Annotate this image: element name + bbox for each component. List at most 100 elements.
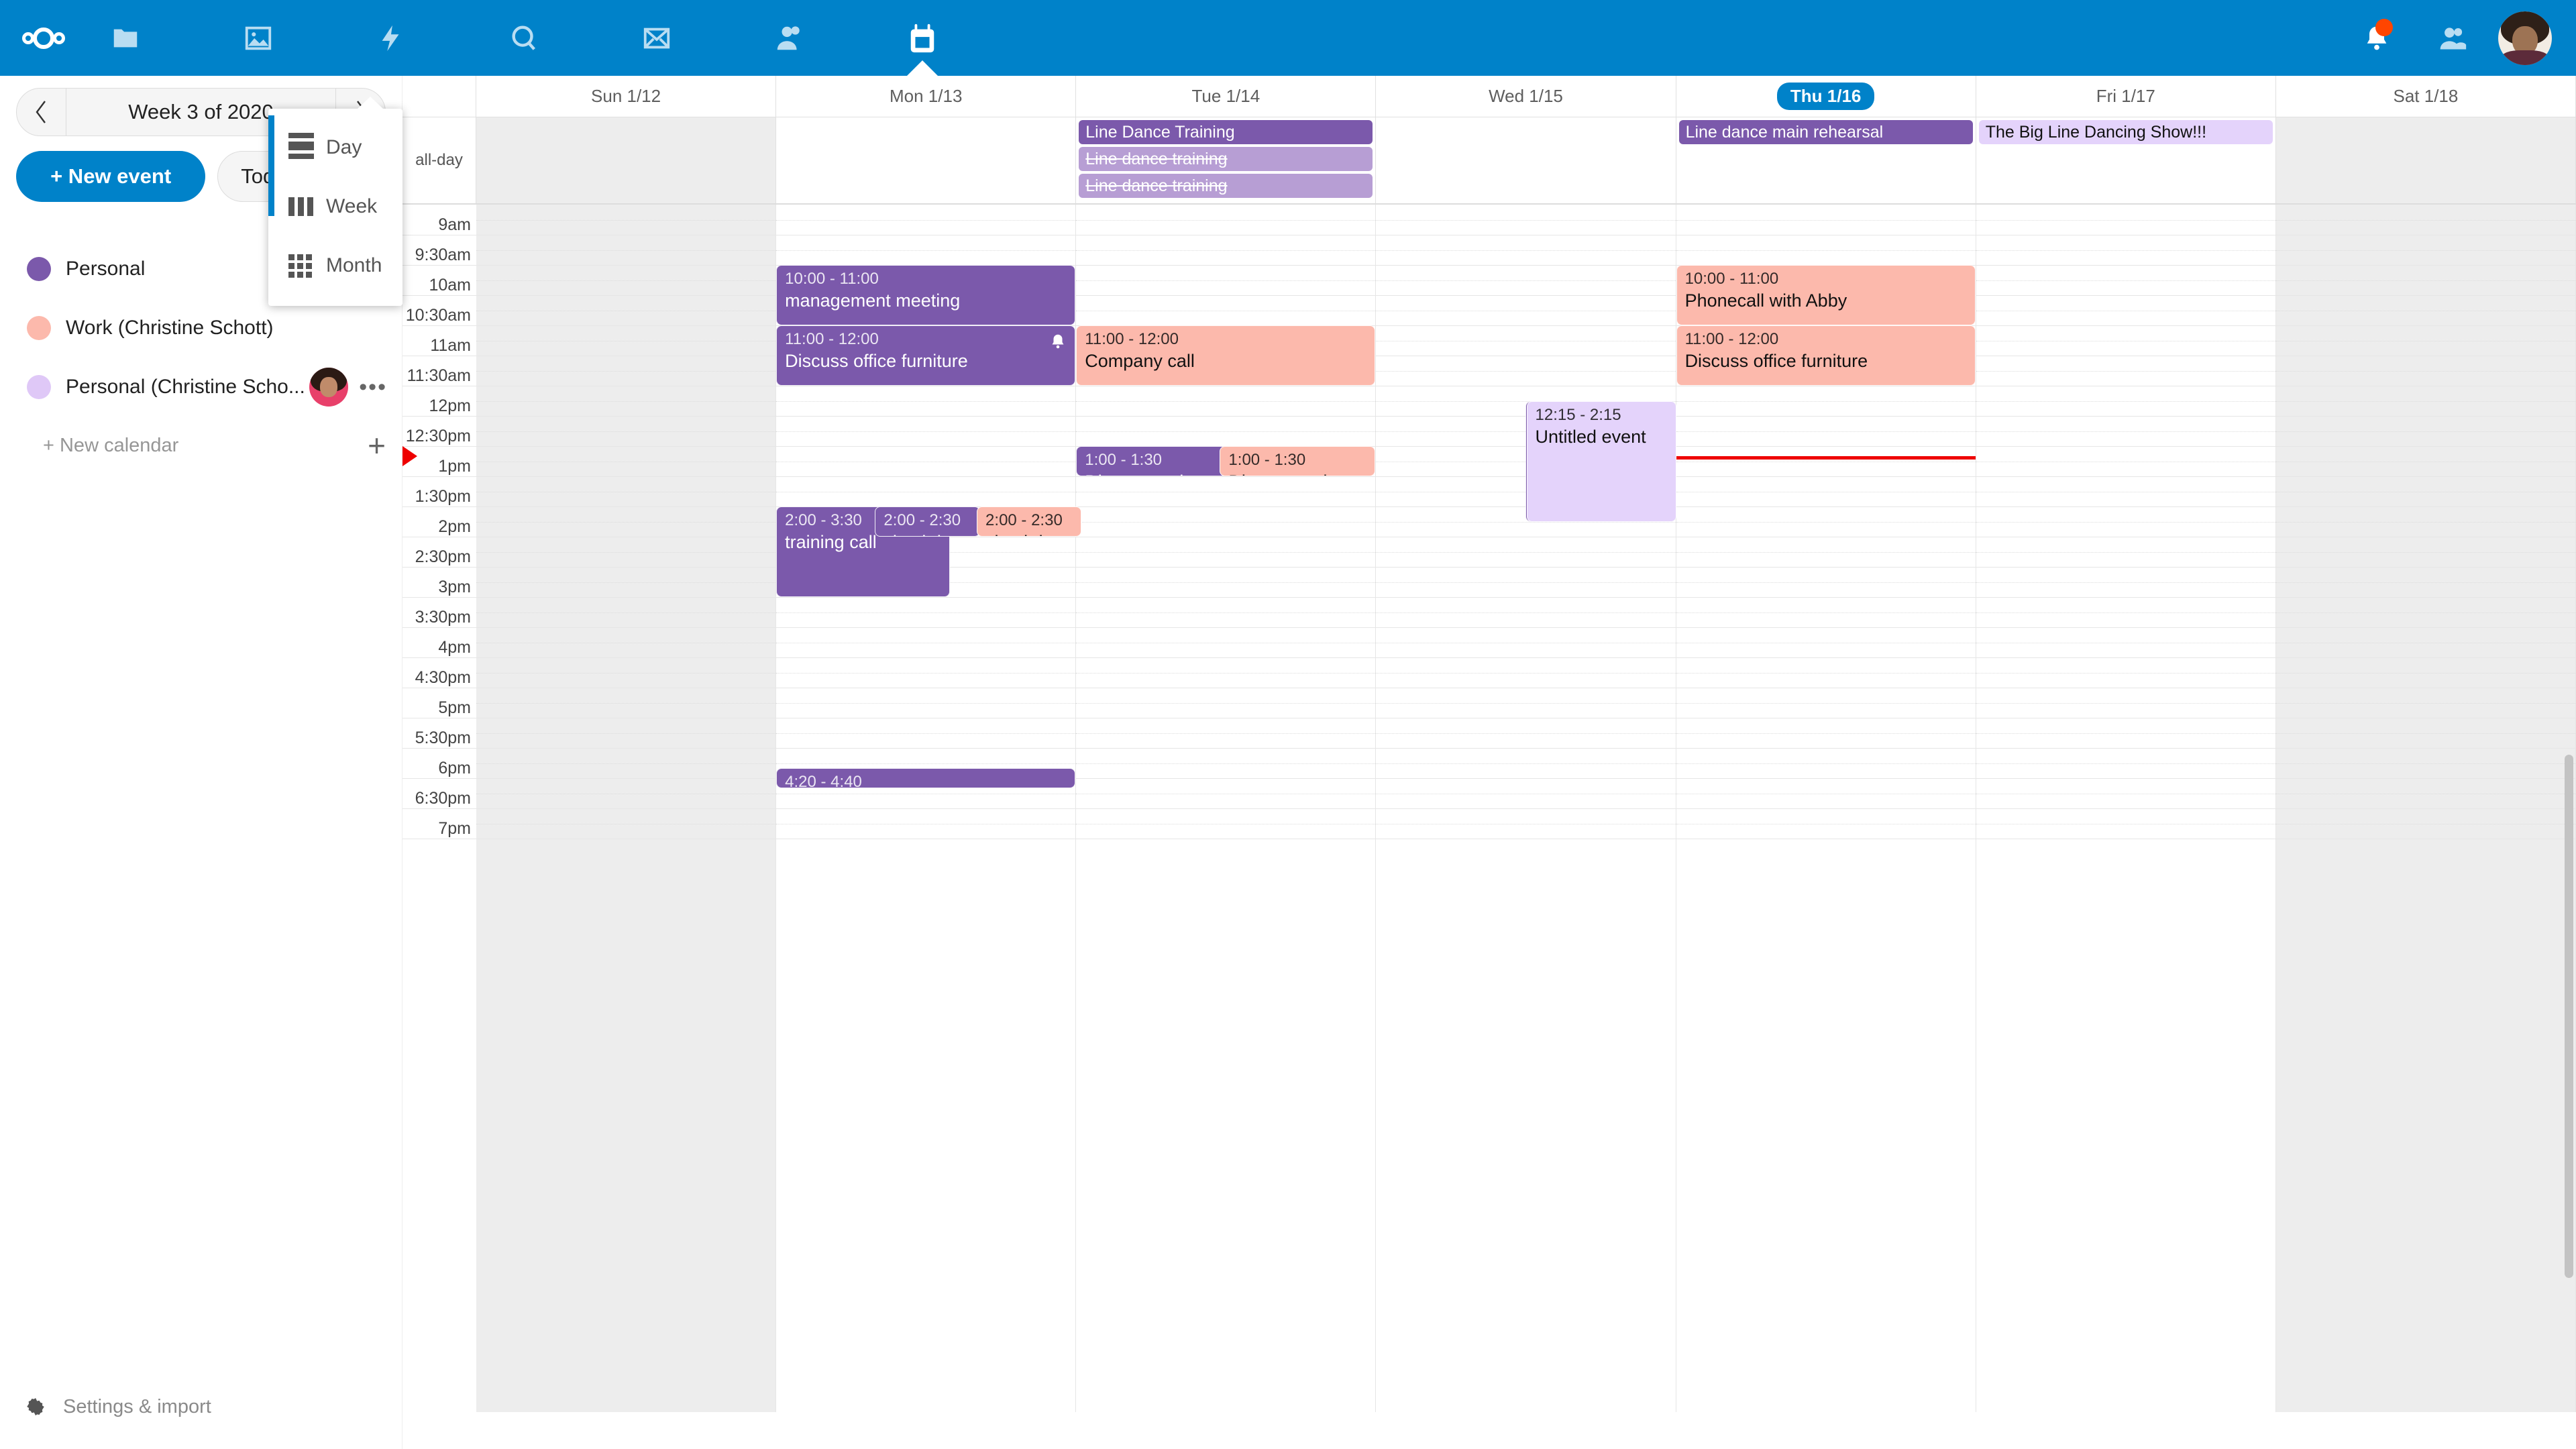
gridline (776, 612, 1076, 613)
gridline (1376, 219, 1676, 221)
view-menu-item-label: Month (326, 254, 382, 276)
gutter-gridline (402, 597, 476, 598)
gridline (1976, 325, 2275, 326)
day-column-0[interactable] (476, 205, 777, 1412)
day-column-3[interactable]: 12:15 - 2:15 Untitled event (1376, 205, 1676, 1412)
calendar-list-item[interactable]: Personal (Christine Scho... ••• (0, 358, 402, 417)
gutter-gridline (402, 657, 476, 658)
day-header-0[interactable]: Sun 1/12 (476, 76, 777, 117)
day-header-2[interactable]: Tue 1/14 (1076, 76, 1377, 117)
time-label: 6pm (438, 759, 471, 777)
all-day-cell-4[interactable]: Line dance main rehearsal (1676, 117, 1976, 203)
all-day-event[interactable]: Line Dance Training (1079, 120, 1373, 144)
gridline (1976, 280, 2275, 281)
gridline (2275, 733, 2575, 734)
shared-avatar-face (320, 377, 337, 397)
gridline (1676, 431, 1976, 432)
calendar-icon[interactable] (884, 0, 960, 76)
calendar-event[interactable]: 2:00 - 2:30 check-in (977, 506, 1082, 537)
calendar-more-actions-icon[interactable]: ••• (359, 374, 387, 400)
vertical-scrollbar[interactable] (2565, 755, 2573, 1278)
all-day-cell-3[interactable] (1376, 117, 1676, 203)
gridline (776, 702, 1076, 704)
all-day-cell-1[interactable] (776, 117, 1077, 203)
all-day-event[interactable]: Line dance training (1079, 174, 1373, 198)
calendar-list-item[interactable]: Work (Christine Schott) (0, 299, 402, 358)
gridline (1976, 597, 2275, 598)
gridline (1976, 521, 2275, 523)
activity-icon[interactable] (353, 0, 429, 76)
calendar-event[interactable]: 2:00 - 2:30 check-in (875, 506, 980, 537)
avatar[interactable] (2498, 11, 2552, 65)
day-header-label: Mon 1/13 (890, 86, 963, 106)
event-time: 11:00 - 12:00 (785, 330, 879, 348)
day-header-3[interactable]: Wed 1/15 (1376, 76, 1676, 117)
day-header-5[interactable]: Fri 1/17 (1976, 76, 2276, 117)
settings-and-import-button[interactable]: Settings & import (0, 1383, 402, 1430)
day-column-4[interactable]: 12:15 - 2:15 Untitled event 10:00 - 11:00 P… (1526, 205, 1976, 1412)
gridline (2275, 612, 2575, 613)
gridline (1376, 582, 1676, 583)
files-icon[interactable] (87, 0, 163, 76)
calendar-event[interactable]: 10:00 - 11:00 Phonecall with Abby (1676, 265, 1976, 325)
month-view-icon (288, 254, 326, 278)
gridline (2275, 521, 2575, 523)
plus-icon[interactable]: + (368, 428, 386, 463)
view-menu-item-day[interactable]: Day (268, 118, 402, 177)
day-header-6[interactable]: Sat 1/18 (2276, 76, 2576, 117)
calendar-event[interactable]: 10:00 - 11:00 management meeting (776, 265, 1076, 325)
calendar-event[interactable]: 11:00 - 12:00 Discuss office furniture (776, 325, 1076, 386)
view-menu-item-week[interactable]: Week (268, 177, 402, 236)
search-app-icon[interactable] (486, 0, 561, 76)
all-day-event[interactable]: The Big Line Dancing Show!!! (1978, 120, 2273, 144)
new-calendar-row[interactable]: + New calendar + (0, 417, 402, 474)
calendar-event[interactable]: 11:00 - 12:00 Company call (1076, 325, 1376, 386)
contacts-menu-icon[interactable] (2414, 0, 2490, 76)
gear-icon (27, 1397, 44, 1416)
day-header-1[interactable]: Mon 1/13 (776, 76, 1077, 117)
time-grid-scroller[interactable]: 9am 9:30am 10am 10:30am 11am 11:30am 12pm 12:30… (402, 205, 2576, 1449)
gridline (476, 476, 776, 477)
gridline (1376, 521, 1676, 523)
gridline (1076, 431, 1376, 432)
all-day-cell-0[interactable] (476, 117, 777, 203)
event-time: 2:00 - 3:30 (785, 511, 862, 529)
view-menu-item-month[interactable]: Month (268, 236, 402, 295)
gridline (476, 763, 776, 764)
time-label: 5pm (438, 698, 471, 717)
calendar-event[interactable]: 12:15 - 2:15 Untitled event (1526, 400, 1676, 522)
photos-icon[interactable] (220, 0, 296, 76)
calendar-event[interactable]: 4:20 - 4:40purchasing dept conversation (776, 768, 1076, 788)
gridline (1076, 672, 1376, 674)
gridline (1976, 748, 2275, 749)
all-day-cell-5[interactable]: The Big Line Dancing Show!!! (1976, 117, 2276, 203)
new-event-button[interactable]: + New event (16, 151, 206, 202)
all-day-event[interactable]: Line dance main rehearsal (1678, 120, 1973, 144)
day-column-2[interactable]: 11:00 - 12:00 Company call 1:00 - 1:30 Disc… (1076, 205, 1377, 1412)
all-day-cell-2[interactable]: Line Dance Training Line dance training Li… (1076, 117, 1377, 203)
gridline (476, 582, 776, 583)
day-column-6[interactable] (2275, 205, 2576, 1412)
gridline (1676, 400, 1976, 402)
previous-week-button[interactable] (17, 89, 66, 136)
all-day-cell-6[interactable] (2275, 117, 2576, 203)
mail-icon[interactable] (619, 0, 694, 76)
day-column-1[interactable]: 10:00 - 11:00 management meeting 11:00 - 1… (776, 205, 1082, 1412)
nextcloud-logo[interactable] (0, 0, 87, 76)
calendar-list-item[interactable]: Personal (0, 239, 402, 299)
calendar-event[interactable]: 1:00 - 1:30 Discuss project announcement (1076, 446, 1232, 476)
event-time: 11:00 - 12:00 (1085, 330, 1179, 348)
calendar-event[interactable]: 11:00 - 12:00 Discuss office furniture (1676, 325, 1976, 386)
time-label: 10am (429, 276, 471, 294)
gridline (1976, 733, 2275, 734)
gutter-gridline (402, 778, 476, 779)
all-day-event[interactable]: Line dance training (1079, 147, 1373, 171)
day-column-5[interactable] (1976, 205, 2276, 1412)
gridline (2275, 280, 2575, 281)
gridline (2275, 400, 2575, 402)
notifications-bell-icon[interactable] (2339, 0, 2414, 76)
gridline (776, 748, 1076, 749)
calendar-event[interactable]: 1:00 - 1:30 Discuss project announcement (1220, 446, 1376, 476)
day-header-4[interactable]: Thu 1/16 (1676, 76, 1976, 117)
contacts-icon[interactable] (751, 0, 827, 76)
